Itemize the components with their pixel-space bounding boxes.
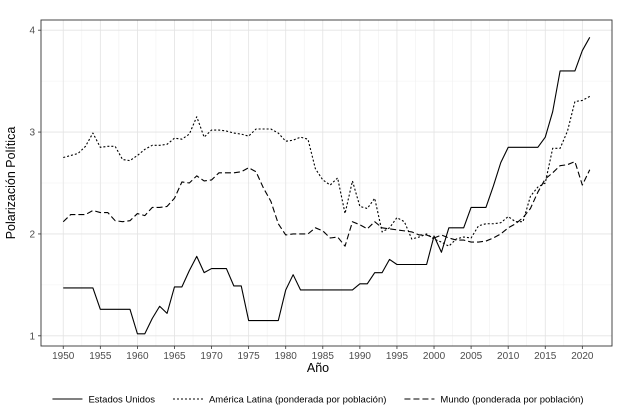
- x-tick-label: 1955: [89, 351, 112, 362]
- y-tick-label: 2: [29, 229, 35, 240]
- x-axis-title: Año: [307, 361, 329, 375]
- x-tick-label: 1970: [200, 351, 223, 362]
- x-tick-label: 2005: [460, 351, 483, 362]
- x-tick-label: 1990: [349, 351, 372, 362]
- legend-label-1: Estados Unidos: [88, 395, 155, 406]
- y-tick-label: 4: [29, 26, 35, 37]
- x-tick-label: 1980: [275, 351, 298, 362]
- x-tick-label: 1995: [386, 351, 409, 362]
- legend-label-3: Mundo (ponderada por población): [440, 395, 583, 406]
- legend: Estados Unidos América Latina (ponderada …: [52, 395, 584, 406]
- plot-border: [40, 19, 613, 347]
- x-tick-label: 1960: [126, 351, 149, 362]
- y-tick-label: 3: [29, 128, 35, 139]
- x-tick-label: 2010: [497, 351, 520, 362]
- x-tick-label: 2020: [571, 351, 594, 362]
- series-lines: [62, 37, 591, 335]
- x-tick-label: 2015: [534, 351, 557, 362]
- axes: 1950 1955 1960 1965 1970 1975 1980 1985 1990 1995…: [29, 19, 613, 362]
- x-tick-label: 1985: [312, 351, 335, 362]
- x-tick-label: 1975: [238, 351, 261, 362]
- series-line-2: [63, 95, 591, 247]
- legend-label-2: América Latina (ponderada por población): [209, 395, 386, 406]
- series-line-1: [63, 37, 591, 335]
- series-line-3: [62, 161, 591, 247]
- x-tick-label: 2000: [423, 351, 446, 362]
- y-tick-label: 1: [29, 331, 35, 342]
- x-tick-label: 1965: [163, 351, 186, 362]
- grid-lines: [41, 20, 612, 346]
- y-axis-title: Polarización Política: [4, 127, 18, 240]
- x-tick-label: 1950: [52, 351, 75, 362]
